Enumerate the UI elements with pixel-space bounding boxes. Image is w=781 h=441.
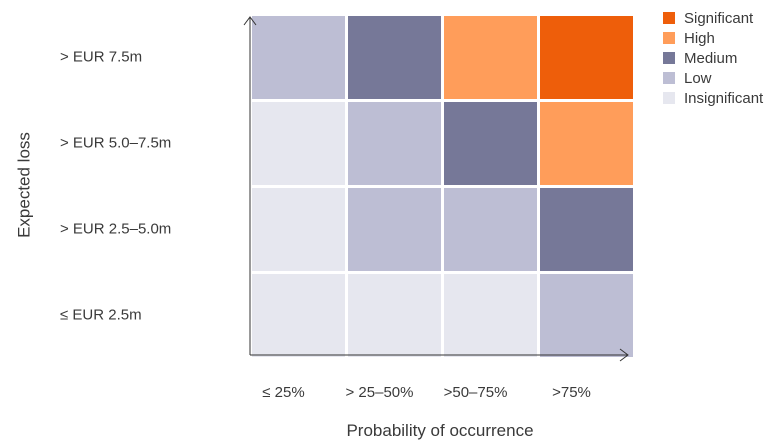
x-tick-labels: ≤ 25% > 25–50% >50–75% >75% <box>262 384 591 401</box>
y-tick-labels: > EUR 7.5m > EUR 5.0–7.5m > EUR 2.5–5.0m ≤ … <box>60 48 171 323</box>
x-tick-label: > 25–50% <box>346 384 414 401</box>
y-tick-label: > EUR 2.5–5.0m <box>60 220 171 237</box>
legend-label: Medium <box>684 49 738 67</box>
legend-label: Low <box>684 69 712 87</box>
legend-swatch <box>663 92 675 104</box>
y-axis-title: Expected loss <box>14 132 33 238</box>
x-tick-label: >50–75% <box>444 384 508 401</box>
matrix-cell <box>540 102 633 185</box>
y-tick-label: > EUR 7.5m <box>60 48 142 65</box>
y-tick-label: ≤ EUR 2.5m <box>60 306 142 323</box>
legend-swatch <box>663 12 675 24</box>
legend-item: Medium <box>663 48 763 68</box>
matrix-cell <box>348 274 441 357</box>
legend-label: Significant <box>684 9 754 27</box>
matrix-cell <box>348 16 441 99</box>
legend-item: Low <box>663 68 763 88</box>
y-tick-label: > EUR 5.0–7.5m <box>60 134 171 151</box>
matrix-cell <box>444 16 537 99</box>
matrix-cell <box>444 188 537 271</box>
y-axis-arrow <box>243 16 257 26</box>
legend-item: High <box>663 28 763 48</box>
matrix-cell <box>348 102 441 185</box>
matrix-cell <box>444 274 537 357</box>
matrix-cell <box>252 102 345 185</box>
legend-swatch <box>663 72 675 84</box>
legend: Significant High Medium Low Insignificant <box>663 8 763 108</box>
legend-label: Insignificant <box>684 89 764 107</box>
matrix-cell <box>540 16 633 99</box>
matrix-cell <box>540 188 633 271</box>
matrix-cell <box>252 16 345 99</box>
axes <box>243 16 629 362</box>
matrix-cells <box>252 16 633 357</box>
legend-swatch <box>663 32 675 44</box>
legend-item: Insignificant <box>663 88 763 108</box>
matrix-cell <box>444 102 537 185</box>
matrix-cell <box>540 274 633 357</box>
matrix-cell <box>252 274 345 357</box>
matrix-cell <box>252 188 345 271</box>
legend-label: High <box>684 29 715 47</box>
x-axis-arrow <box>619 348 629 362</box>
x-axis-title: Probability of occurrence <box>346 421 533 440</box>
x-tick-label: >75% <box>552 384 591 401</box>
matrix-cell <box>348 188 441 271</box>
legend-swatch <box>663 52 675 64</box>
legend-item: Significant <box>663 8 763 28</box>
x-tick-label: ≤ 25% <box>262 384 304 401</box>
